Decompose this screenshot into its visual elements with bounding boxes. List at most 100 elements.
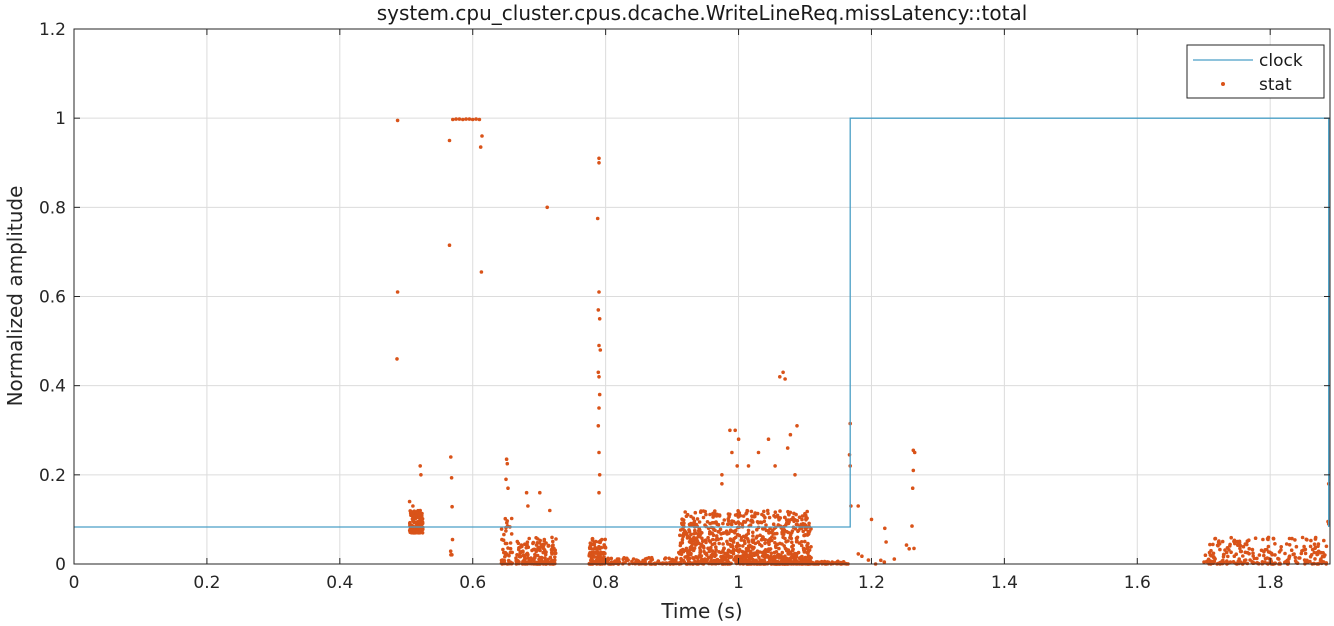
- stat-point: [1269, 551, 1274, 556]
- stat-point: [687, 528, 691, 532]
- stat-point: [1242, 560, 1247, 565]
- stat-point: [714, 520, 718, 524]
- stat-point: [1309, 553, 1314, 557]
- stat-point: [551, 560, 555, 564]
- stat-point: [609, 556, 614, 561]
- stat-point: [856, 552, 861, 556]
- stat-point: [1227, 548, 1231, 552]
- stat-point: [701, 515, 706, 520]
- stat-point: [1253, 536, 1258, 540]
- stat-point: [553, 555, 557, 559]
- stat-point: [414, 520, 418, 525]
- stat-point: [739, 558, 743, 563]
- stat-point: [720, 550, 724, 554]
- stat-point: [722, 518, 727, 522]
- stat-point: [1318, 558, 1323, 563]
- stat-point: [710, 542, 715, 547]
- stat-point: [667, 556, 671, 561]
- stat-point: [449, 455, 453, 459]
- stat-point: [535, 553, 540, 558]
- stat-point: [464, 117, 468, 121]
- stat-point: [461, 117, 465, 122]
- stat-point: [733, 428, 737, 433]
- stat-point: [735, 541, 740, 546]
- stat-point: [596, 553, 601, 558]
- stat-point: [530, 561, 534, 566]
- stat-point: [541, 560, 546, 565]
- stat-point: [531, 547, 536, 552]
- stat-point: [597, 473, 602, 477]
- stat-point: [829, 561, 834, 566]
- stat-point: [1228, 544, 1232, 548]
- stat-point: [1277, 557, 1281, 561]
- stat-point: [745, 537, 750, 541]
- stat-point: [719, 558, 724, 563]
- stat-point: [1232, 538, 1237, 543]
- stat-point: [747, 558, 751, 563]
- stat-point: [418, 464, 423, 468]
- y-tick-label: 1: [55, 109, 66, 129]
- stat-point: [603, 537, 607, 542]
- stat-point: [1324, 544, 1329, 549]
- stat-point: [782, 529, 787, 533]
- stat-point: [656, 559, 661, 563]
- stat-point: [1308, 544, 1313, 549]
- stat-point: [395, 357, 399, 361]
- stat-point: [606, 558, 611, 562]
- stat-point: [754, 536, 759, 540]
- stat-point: [1308, 559, 1312, 564]
- stat-point: [762, 555, 767, 559]
- stat-point: [892, 557, 897, 561]
- stat-point: [773, 464, 777, 468]
- stat-point: [592, 555, 597, 559]
- stat-point: [836, 560, 840, 564]
- stat-point: [554, 537, 558, 541]
- stat-point: [802, 550, 807, 554]
- stat-point: [740, 522, 745, 526]
- stat-point: [691, 556, 695, 560]
- stat-point: [683, 530, 688, 534]
- stat-point: [505, 461, 510, 466]
- stat-point: [714, 548, 718, 552]
- stat-point: [1316, 544, 1320, 549]
- stat-point: [600, 552, 605, 556]
- stat-point: [1259, 548, 1264, 553]
- stat-point: [735, 545, 739, 549]
- stat-point: [1216, 561, 1221, 566]
- stat-point: [739, 535, 744, 540]
- stat-point: [803, 511, 807, 516]
- stat-point: [784, 547, 789, 552]
- stat-point: [761, 514, 766, 518]
- stat-point: [785, 446, 790, 450]
- stat-point: [1284, 542, 1289, 546]
- y-tick-label: 0.6: [39, 288, 66, 308]
- stat-point: [778, 375, 782, 379]
- stat-point: [879, 558, 883, 563]
- stat-point: [1215, 543, 1220, 548]
- stat-point: [770, 528, 775, 533]
- stat-point: [542, 537, 547, 542]
- stat-point: [805, 509, 809, 514]
- stat-point: [786, 530, 791, 535]
- stat-point: [1313, 557, 1317, 561]
- y-tick-label: 0.4: [39, 377, 66, 397]
- stat-point: [693, 541, 698, 545]
- stat-point: [541, 546, 546, 551]
- stat-point: [745, 509, 750, 513]
- stat-point: [711, 560, 716, 564]
- stat-point: [787, 512, 791, 517]
- stat-point: [526, 504, 530, 508]
- stat-point: [695, 517, 700, 521]
- stat-point: [725, 539, 729, 544]
- stat-point: [1321, 560, 1326, 564]
- stat-point: [531, 540, 536, 545]
- stat-point: [770, 556, 775, 561]
- stat-point: [767, 515, 772, 520]
- stat-point: [910, 524, 914, 528]
- stat-point: [451, 117, 455, 122]
- legend-label-clock: clock: [1259, 51, 1303, 71]
- legend[interactable]: clock stat: [1186, 44, 1325, 99]
- y-axis-label: Normalized amplitude: [3, 186, 27, 407]
- stat-point: [741, 553, 745, 557]
